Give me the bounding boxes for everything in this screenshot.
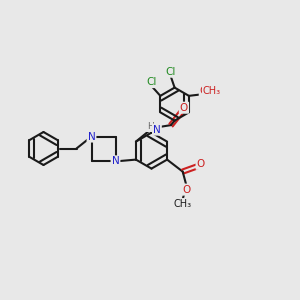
Text: O: O <box>182 184 190 195</box>
Text: Cl: Cl <box>165 67 176 77</box>
Text: O: O <box>196 159 205 169</box>
Text: O: O <box>180 103 188 113</box>
Text: H: H <box>147 122 153 131</box>
Text: CH₃: CH₃ <box>174 199 192 209</box>
Text: N: N <box>112 156 119 167</box>
Text: N: N <box>88 131 95 142</box>
Text: CH₃: CH₃ <box>203 86 221 96</box>
Text: Cl: Cl <box>146 77 157 87</box>
Text: O: O <box>200 86 208 96</box>
Text: N: N <box>153 124 161 135</box>
